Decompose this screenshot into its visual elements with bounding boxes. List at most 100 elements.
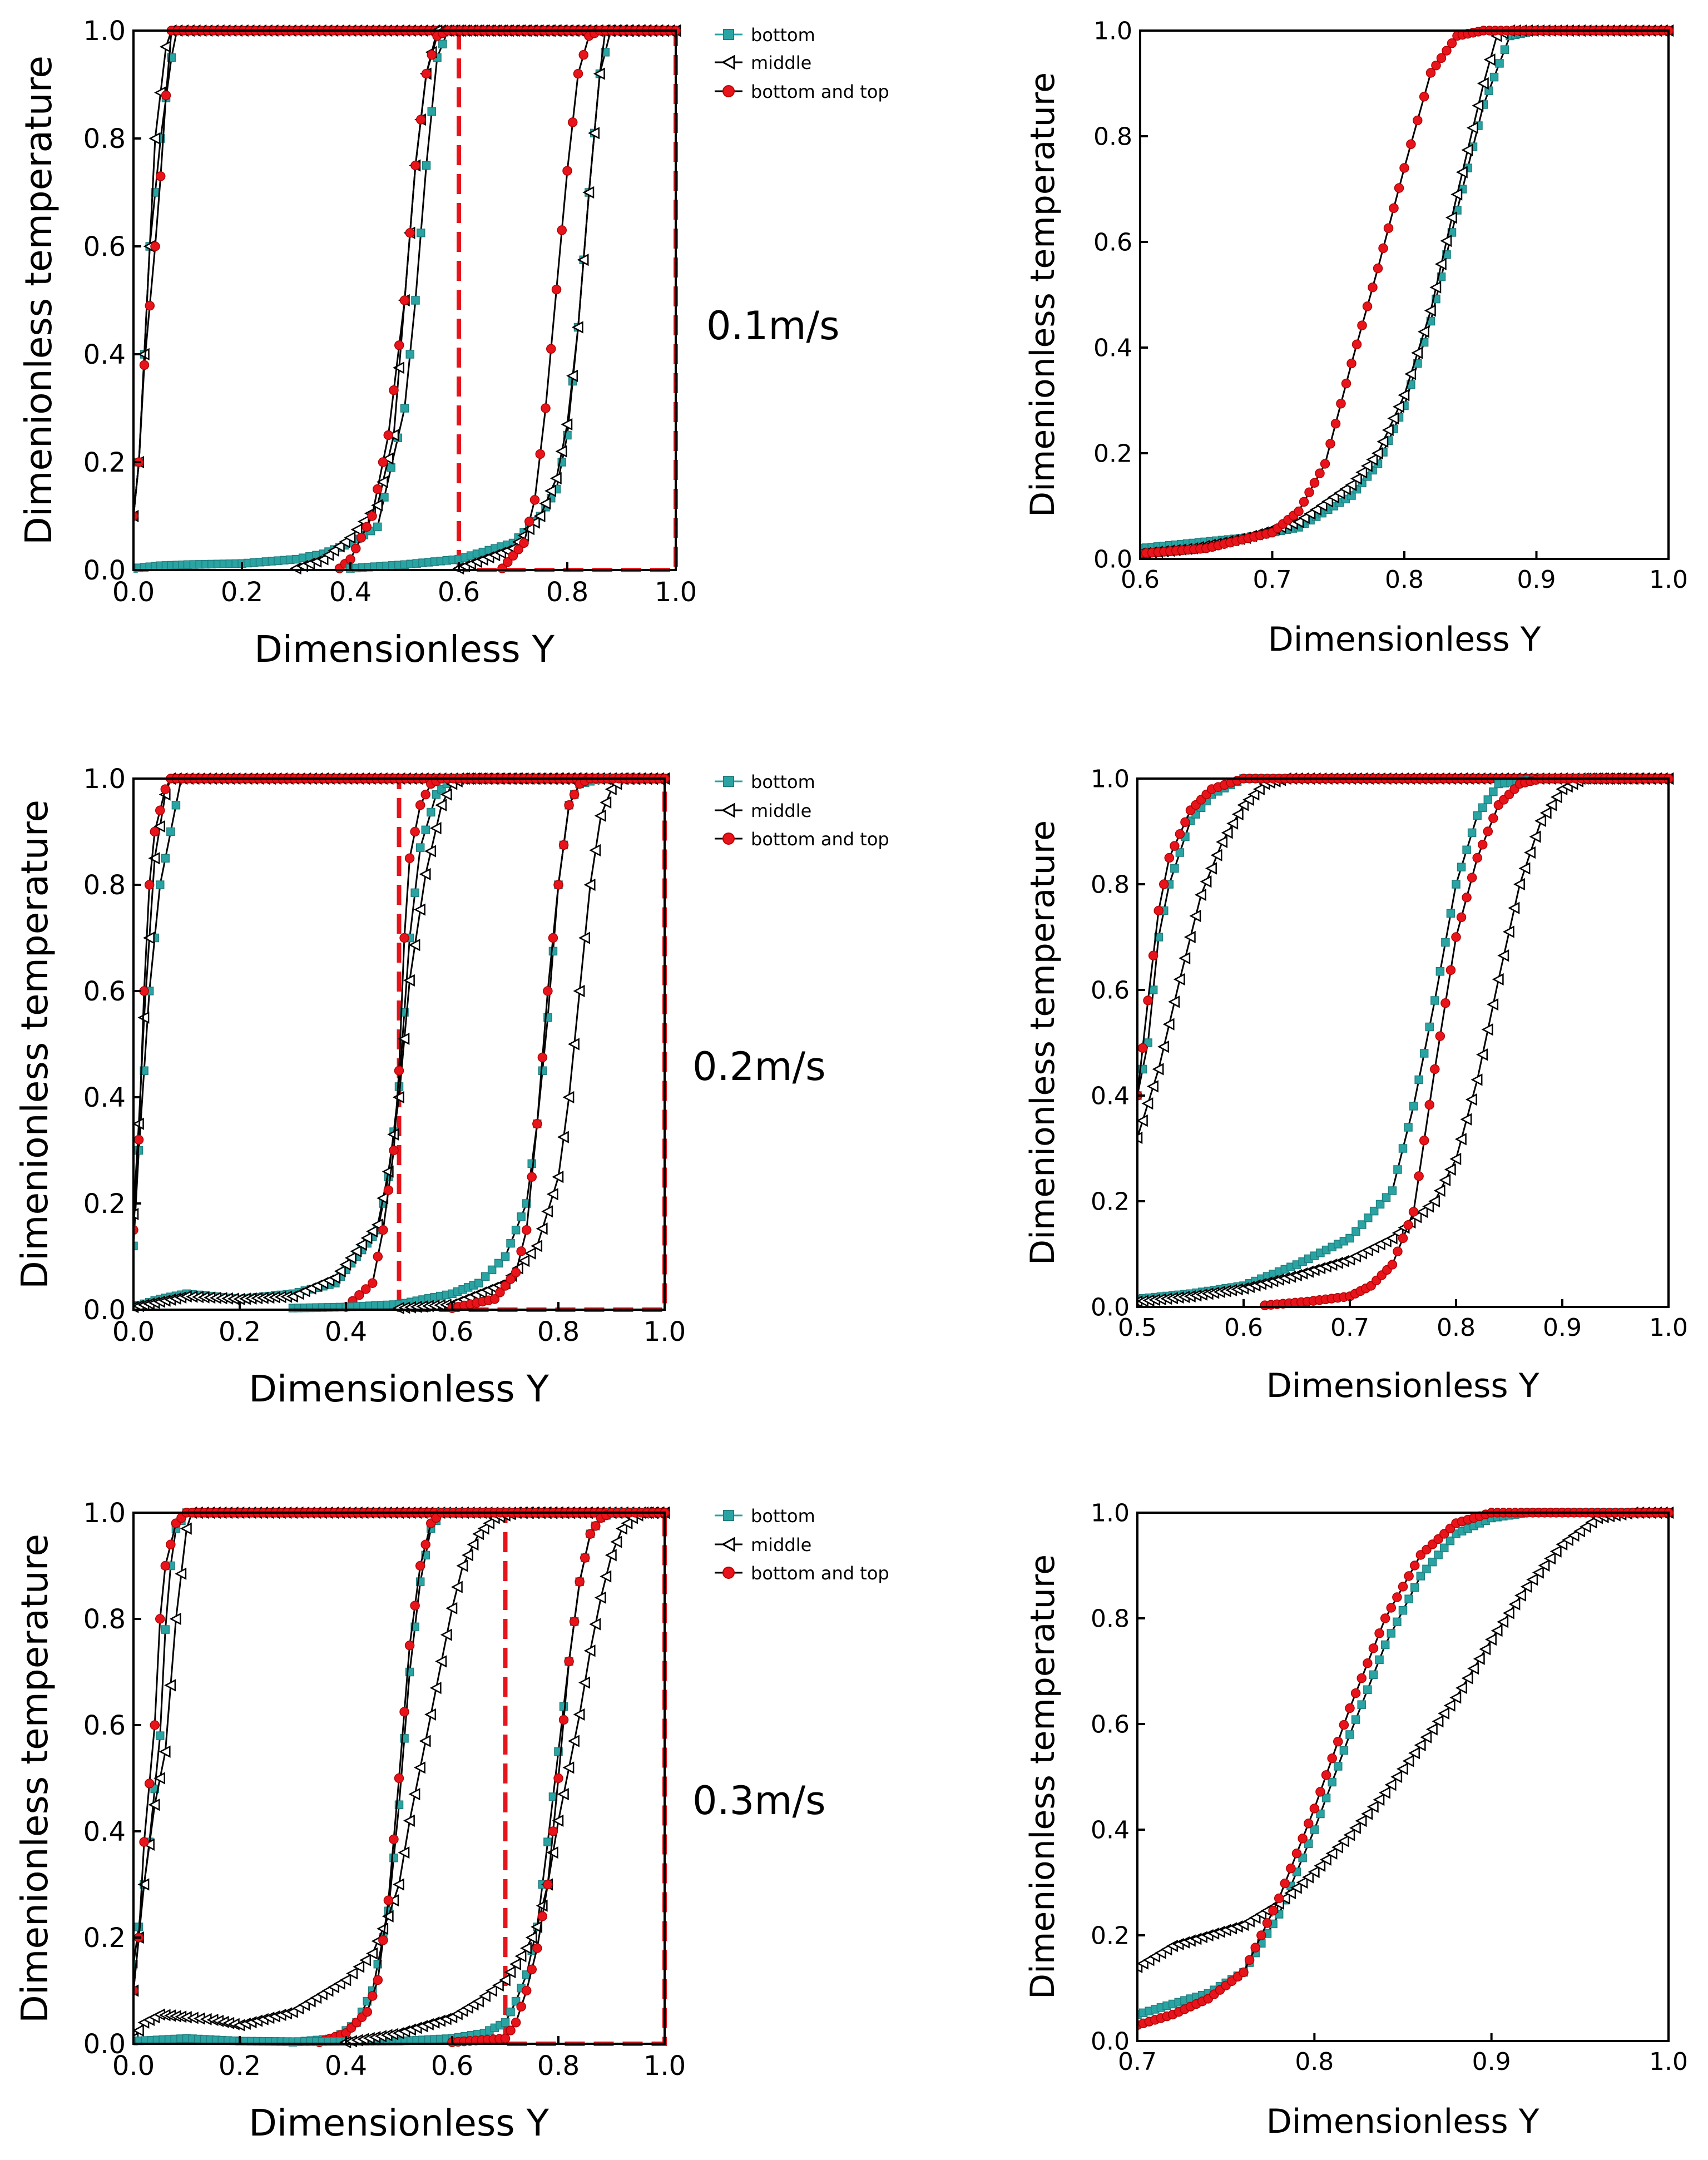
point-bottom-and-top — [1392, 1592, 1402, 1602]
x-tick-label: 0.2 — [219, 1316, 261, 1347]
point-bottom-and-top — [420, 1539, 430, 1550]
x-tick-label: 0.6 — [1121, 566, 1160, 594]
point-middle — [552, 1171, 564, 1183]
point-middle — [1449, 1691, 1462, 1704]
point-middle — [1349, 1821, 1361, 1834]
y-tick-label: 0.6 — [83, 231, 126, 262]
point-middle — [154, 1772, 165, 1785]
point-middle — [1444, 1163, 1456, 1176]
point-bottom-and-top — [416, 115, 426, 125]
point-middle — [1476, 1048, 1488, 1061]
point-middle — [382, 452, 394, 465]
point-middle — [583, 1644, 596, 1657]
point-bottom-and-top — [585, 1529, 596, 1539]
point-bottom-and-top — [1436, 53, 1447, 63]
x-tick-label: 0.0 — [112, 1316, 155, 1347]
point-bottom-and-top — [1414, 1171, 1424, 1181]
point-middle — [350, 523, 363, 536]
x-tick-label: 0.9 — [1517, 566, 1556, 594]
point-bottom-and-top — [405, 228, 415, 238]
point-bottom — [1170, 864, 1179, 873]
point-bottom-and-top — [513, 544, 523, 554]
point-bottom-and-top — [160, 784, 171, 794]
point-middle — [344, 531, 356, 544]
x-tick-label: 0.5 — [1118, 1314, 1157, 1342]
point-bottom — [501, 2018, 510, 2027]
point-middle — [137, 1878, 150, 1891]
panel-p4-xlabel: Dimensionless Y — [1266, 1366, 1539, 1405]
x-tick-label: 0.6 — [1224, 1314, 1263, 1342]
point-bottom-and-top — [1274, 1893, 1284, 1904]
point-middle — [1561, 1534, 1573, 1547]
panel-p5: 0.0 0.2 0.4 0.6 0.8 1.0 0.0 0.2 0.4 0.6 0.8 1.0 Dim… — [13, 1498, 889, 2144]
point-bottom — [156, 880, 165, 889]
panel-p4: 0.5 0.6 0.7 0.8 0.9 1.0 0.0 0.2 0.4 0.6 0.8 1.0 Dim… — [1023, 765, 1688, 1405]
series-line-bottom-and-top — [1140, 29, 1669, 554]
point-bottom-and-top — [1398, 1233, 1408, 1244]
panel-p6: 0.7 0.8 0.9 1.0 0.0 0.2 0.4 0.6 0.8 1.0 Dimension… — [1023, 1499, 1688, 2141]
point-middle — [1309, 503, 1321, 516]
point-bottom — [1484, 86, 1493, 96]
x-tick-label: 0.4 — [329, 577, 372, 608]
point-bottom — [1393, 1617, 1402, 1627]
point-bottom — [481, 1272, 490, 1281]
point-bottom-and-top — [537, 1052, 548, 1063]
point-middle — [1502, 1607, 1514, 1619]
point-bottom — [1316, 1809, 1325, 1819]
point-middle — [1350, 472, 1362, 485]
legend-bottom-marker — [723, 776, 734, 787]
x-tick-label: 0.8 — [537, 1316, 580, 1347]
point-middle — [1492, 973, 1504, 986]
point-bottom-and-top — [500, 2033, 511, 2044]
series-line-bottom-and-top — [1265, 777, 1669, 1306]
point-bottom-and-top — [511, 2018, 521, 2028]
point-bottom-and-top — [155, 1614, 165, 1624]
point-middle — [376, 475, 388, 488]
point-bottom-and-top — [427, 49, 437, 60]
point-bottom-and-top — [1425, 68, 1436, 78]
point-bottom — [1351, 1715, 1360, 1724]
y-tick-label: 0.0 — [1093, 545, 1132, 573]
point-middle — [562, 1761, 575, 1774]
point-bottom-and-top — [546, 344, 556, 354]
point-bottom-and-top — [541, 403, 551, 413]
point-middle — [528, 516, 540, 529]
point-bottom-and-top — [1321, 1770, 1331, 1780]
panel-p2-frame — [1139, 29, 1670, 560]
point-middle — [148, 132, 161, 145]
point-middle — [1472, 99, 1484, 112]
point-bottom — [1428, 1557, 1437, 1567]
point-middle — [600, 796, 612, 809]
panel-p3-annotation: 0.2m/s — [692, 1044, 826, 1089]
point-bottom-and-top — [378, 1225, 388, 1235]
point-bottom-and-top — [573, 68, 583, 79]
series-line-middle — [1137, 1512, 1669, 1968]
point-middle — [1157, 1041, 1169, 1053]
point-middle — [1465, 1093, 1477, 1106]
point-middle — [1162, 1018, 1175, 1031]
point-bottom-and-top — [1164, 853, 1175, 863]
point-middle — [1321, 495, 1334, 508]
y-tick-label: 1.0 — [1091, 1499, 1130, 1527]
x-tick-label: 0.4 — [325, 2050, 367, 2082]
point-middle — [1360, 459, 1373, 472]
point-bottom-and-top — [1336, 398, 1346, 409]
point-bottom-and-top — [1368, 282, 1378, 293]
point-bottom-and-top — [351, 543, 361, 553]
series-line-bottom — [133, 1512, 665, 1965]
y-tick-label: 1.0 — [1093, 17, 1132, 45]
point-bottom — [1328, 1777, 1336, 1787]
panel-p5-ylabel: Dimenionless temperature — [13, 1534, 56, 2023]
point-bottom-and-top — [553, 1773, 563, 1784]
point-bottom — [559, 1702, 568, 1711]
point-bottom-and-top — [150, 241, 160, 251]
point-bottom-and-top — [564, 800, 574, 810]
point-bottom-and-top — [532, 1943, 542, 1953]
point-middle — [1314, 1859, 1326, 1872]
point-middle — [387, 429, 399, 442]
legend-bottom-label: bottom — [751, 771, 815, 792]
y-tick-label: 0.2 — [83, 1188, 126, 1220]
x-tick-label: 0.0 — [112, 2050, 155, 2082]
point-middle — [1529, 830, 1541, 843]
point-bottom-and-top — [1280, 1878, 1290, 1889]
